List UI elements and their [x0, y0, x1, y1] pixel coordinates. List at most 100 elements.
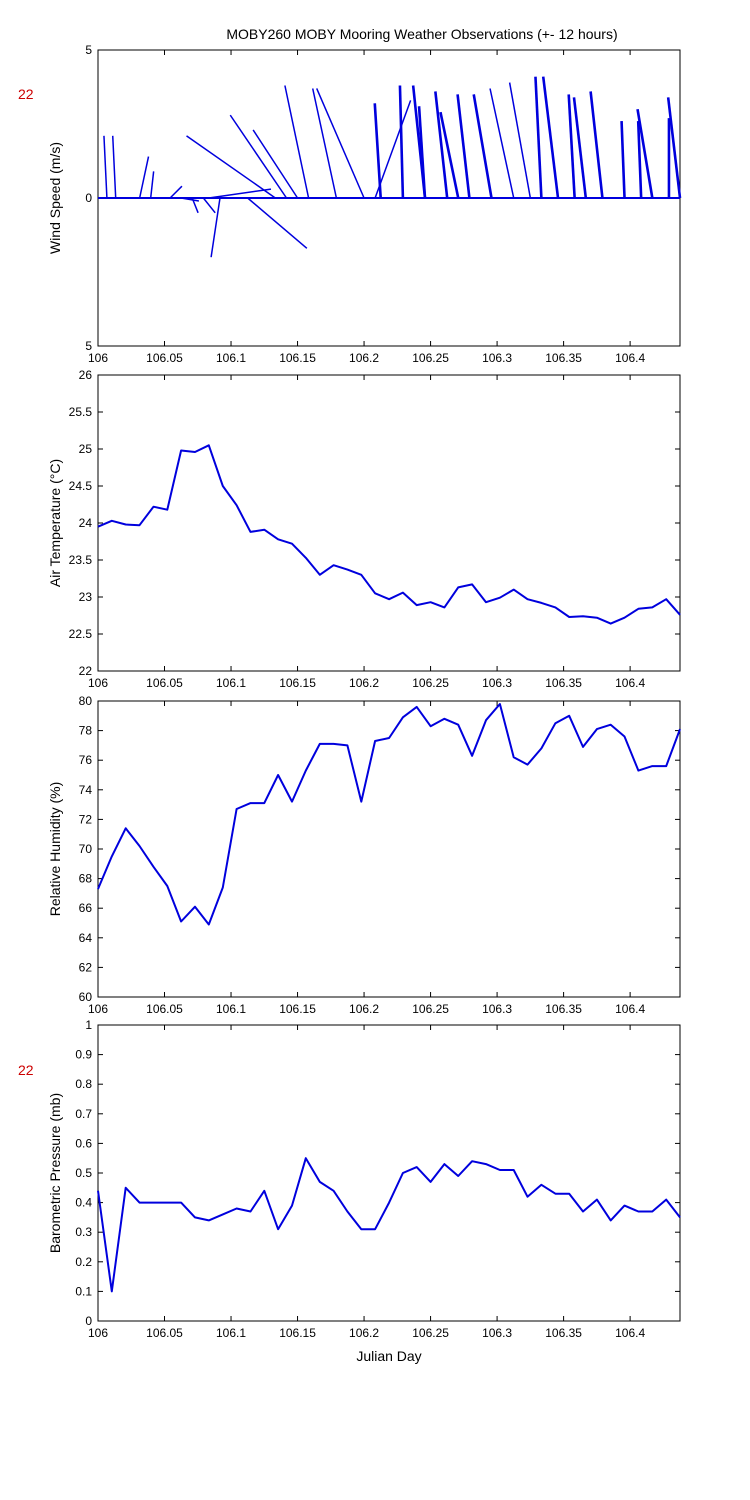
- wind-vector: [316, 88, 365, 199]
- y-tick-label: 1: [85, 1018, 92, 1032]
- y-tick-label: 0.2: [75, 1255, 92, 1269]
- x-axis-label: Julian Day: [356, 1348, 421, 1364]
- y-tick-label: 80: [79, 694, 93, 708]
- panel-2: 106 106.05 106.1 106.15 106.2 106.25 106.3 106.…: [47, 368, 681, 690]
- wind-vector: [111, 135, 117, 199]
- y-tick-label: 22.5: [69, 627, 93, 641]
- wind-vector: [472, 94, 493, 199]
- wind-vector: [252, 129, 299, 199]
- y-tick-label: 25.5: [69, 405, 93, 419]
- y-tick-label: 0.6: [75, 1136, 92, 1150]
- y-tick-label: 0.9: [75, 1048, 92, 1062]
- y-axis-label: Air Temperature (°C): [47, 459, 63, 587]
- wind-vector: [636, 108, 654, 199]
- y-tick-label: 62: [79, 960, 93, 974]
- wind-vector: [169, 185, 183, 199]
- x-tick-label: 106.05: [146, 1002, 183, 1016]
- x-tick-label: 106.1: [216, 676, 246, 690]
- x-tick-label: 106.35: [545, 351, 582, 365]
- wind-vector: [186, 135, 276, 199]
- wind-vector: [456, 94, 471, 199]
- wind-vector: [541, 76, 560, 199]
- x-tick-label: 106.05: [146, 1326, 183, 1340]
- x-tick-label: 106.35: [545, 1002, 582, 1016]
- wind-vector: [434, 91, 449, 199]
- wind-vector: [373, 103, 382, 199]
- x-tick-label: 106.35: [545, 676, 582, 690]
- y-tick-label: 60: [79, 990, 93, 1004]
- x-tick-label: 106.2: [349, 1326, 379, 1340]
- x-tick-label: 106.3: [482, 676, 512, 690]
- figure-title: MOBY260 MOBY Mooring Weather Observation…: [226, 26, 617, 42]
- x-tick-label: 106.25: [412, 351, 449, 365]
- y-tick-label: 25: [79, 442, 93, 456]
- wind-vector: [374, 100, 412, 199]
- wind-vector: [208, 188, 272, 199]
- wind-vector: [103, 135, 108, 199]
- x-tick-label: 106: [88, 1002, 108, 1016]
- x-tick-label: 106.1: [216, 1326, 246, 1340]
- y-tick-label: 23: [79, 590, 93, 604]
- y-tick-label: 26: [79, 368, 93, 382]
- side-label-bottom: 22: [18, 1062, 34, 1078]
- x-tick-label: 106: [88, 351, 108, 365]
- panel-1: 106 106.05 106.1 106.15 106.2 106.25 106.3 106.…: [47, 43, 682, 365]
- wind-vector: [508, 82, 532, 199]
- y-tick-label: 0: [85, 1314, 92, 1328]
- x-tick-label: 106.25: [412, 676, 449, 690]
- y-tick-label: 23.5: [69, 553, 93, 567]
- y-tick-label: 0.3: [75, 1225, 92, 1239]
- y-tick-label: 22: [79, 664, 93, 678]
- x-tick-label: 106.1: [216, 1002, 246, 1016]
- wind-vector: [181, 197, 200, 202]
- x-tick-label: 106.05: [146, 676, 183, 690]
- y-tick-label: 24.5: [69, 479, 93, 493]
- wind-vector: [138, 156, 150, 199]
- y-tick-label: 0.4: [75, 1196, 92, 1210]
- y-tick-label: 0: [85, 191, 92, 205]
- y-tick-label: 24: [79, 516, 93, 530]
- panels: 106 106.05 106.1 106.15 106.2 106.25 106.3 106.…: [47, 43, 682, 1364]
- plot-frame: [97, 1024, 681, 1322]
- wind-vector: [398, 85, 405, 199]
- panel-4: 106 106.05 106.1 106.15 106.2 106.25 106.3 106.…: [47, 1018, 681, 1364]
- x-tick-label: 106.3: [482, 351, 512, 365]
- x-tick-label: 106.1: [216, 351, 246, 365]
- x-tick-label: 106.25: [412, 1002, 449, 1016]
- x-tick-label: 106.15: [279, 676, 316, 690]
- y-axis-label: Wind Speed (m/s): [47, 142, 63, 254]
- wind-vector: [229, 114, 288, 199]
- y-axis-label: Barometric Pressure (mb): [47, 1093, 63, 1253]
- y-axis-label: Relative Humidity (%): [47, 782, 63, 917]
- wind-vector: [589, 91, 604, 199]
- y-tick-label: 0.8: [75, 1077, 92, 1091]
- y-tick-label: 0.5: [75, 1166, 92, 1180]
- side-label-top: 22: [18, 86, 34, 102]
- x-tick-label: 106.2: [349, 1002, 379, 1016]
- wind-vector: [572, 97, 588, 199]
- series-line: [97, 1157, 681, 1293]
- panel-3: 106 106.05 106.1 106.15 106.2 106.25 106.3 106.…: [47, 694, 681, 1016]
- y-tick-label: 0.7: [75, 1107, 92, 1121]
- wind-vector: [620, 120, 626, 199]
- x-tick-label: 106.3: [482, 1326, 512, 1340]
- y-tick-label: 68: [79, 872, 93, 886]
- wind-vector: [489, 88, 515, 199]
- wind-vector: [534, 76, 543, 199]
- x-tick-label: 106.4: [615, 1326, 645, 1340]
- wind-vector: [567, 94, 576, 199]
- wind-vector: [191, 197, 199, 214]
- wind-vector: [149, 171, 155, 199]
- y-tick-label: 66: [79, 901, 93, 915]
- y-tick-label: 64: [79, 931, 93, 945]
- x-tick-label: 106.4: [615, 676, 645, 690]
- wind-vector: [311, 88, 338, 199]
- series-line: [97, 703, 681, 926]
- y-tick-label: 0.1: [75, 1284, 92, 1298]
- wind-vector: [439, 111, 460, 199]
- x-tick-label: 106.2: [349, 676, 379, 690]
- x-tick-label: 106.4: [615, 351, 645, 365]
- wind-vector: [202, 197, 216, 214]
- x-tick-label: 106.15: [279, 351, 316, 365]
- wind-vector: [247, 197, 308, 249]
